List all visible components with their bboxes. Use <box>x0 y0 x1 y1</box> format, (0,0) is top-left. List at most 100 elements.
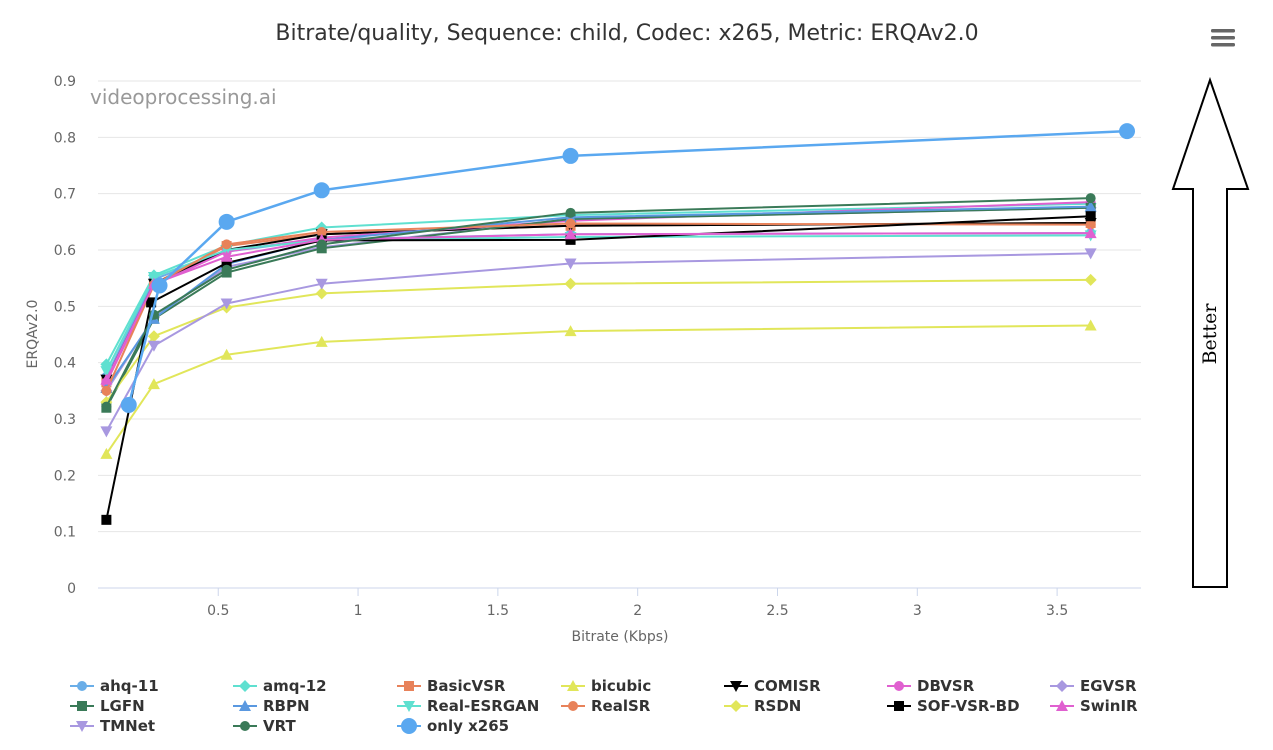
legend-item[interactable]: VRT <box>233 717 296 735</box>
x-tick-label: 1 <box>354 603 363 619</box>
data-point[interactable] <box>1085 219 1096 230</box>
series-line[interactable] <box>105 324 1091 455</box>
data-point[interactable] <box>221 239 232 250</box>
data-point[interactable] <box>316 226 327 237</box>
data-point[interactable] <box>564 277 577 290</box>
data-point[interactable] <box>564 325 577 337</box>
series-line[interactable] <box>127 129 1128 406</box>
data-point[interactable] <box>565 218 576 229</box>
legend-label: COMISR <box>754 677 821 695</box>
legend-marker <box>240 721 250 731</box>
legend-item[interactable]: SwinIR <box>1050 697 1138 715</box>
data-point[interactable] <box>100 373 113 385</box>
data-point[interactable] <box>562 147 579 164</box>
series-line[interactable] <box>105 215 1091 521</box>
legend-item[interactable]: LGFN <box>70 697 145 715</box>
legend-item[interactable]: bicubic <box>561 677 651 695</box>
data-point[interactable] <box>101 514 112 525</box>
data-point[interactable] <box>100 366 113 378</box>
data-point[interactable] <box>565 234 576 245</box>
legend-marker <box>730 700 742 712</box>
series-line[interactable] <box>105 232 1091 378</box>
legend-marker <box>76 721 88 732</box>
data-point[interactable] <box>151 277 168 294</box>
data-point[interactable] <box>313 182 330 199</box>
legend-item[interactable]: Real-ESRGAN <box>397 697 539 715</box>
data-point[interactable] <box>218 213 235 230</box>
data-point[interactable] <box>147 330 160 343</box>
legend-marker <box>239 700 251 711</box>
data-point[interactable] <box>315 287 328 300</box>
better-arrow: Better <box>1171 76 1250 588</box>
data-point[interactable] <box>220 250 233 262</box>
y-tick-label: 0.7 <box>54 187 76 203</box>
data-point[interactable] <box>1085 193 1096 204</box>
series-line[interactable] <box>105 232 1091 381</box>
legend-item[interactable]: RSDN <box>724 697 801 715</box>
series-line[interactable] <box>105 252 1091 432</box>
series-line[interactable] <box>105 201 1091 383</box>
y-axis-title: ERQAv2.0 <box>25 300 41 369</box>
y-tick-label: 0.1 <box>54 525 76 541</box>
x-tick-label: 2.5 <box>766 603 788 619</box>
series-line[interactable] <box>105 222 1091 392</box>
x-tick-label: 3 <box>913 603 922 619</box>
data-point[interactable] <box>1084 200 1097 212</box>
legend-label: only x265 <box>427 717 509 735</box>
legend-label: RSDN <box>754 697 801 715</box>
data-point[interactable] <box>101 401 112 412</box>
data-point[interactable] <box>315 278 328 290</box>
data-point[interactable] <box>146 297 157 308</box>
data-point[interactable] <box>1119 123 1136 140</box>
legend-item[interactable]: RealSR <box>561 697 651 715</box>
data-point[interactable] <box>120 396 137 413</box>
data-point[interactable] <box>1084 227 1097 239</box>
data-point[interactable] <box>1084 248 1097 260</box>
legend-item[interactable]: EGVSR <box>1050 677 1137 695</box>
grid-lines <box>98 80 1141 533</box>
data-point[interactable] <box>1084 319 1097 331</box>
legend-item[interactable]: SOF-VSR-BD <box>887 697 1020 715</box>
series-line[interactable] <box>105 202 1091 365</box>
legend-item[interactable]: DBVSR <box>887 677 975 695</box>
legend-item[interactable]: ahq-11 <box>70 677 159 695</box>
data-point[interactable] <box>221 264 232 275</box>
series-line[interactable] <box>105 278 1091 403</box>
chart-title: Bitrate/quality, Sequence: child, Codec:… <box>275 21 978 46</box>
data-point[interactable] <box>101 385 112 396</box>
series-rsdn <box>100 273 1097 409</box>
legend-marker <box>401 718 417 734</box>
legend-label: bicubic <box>591 677 651 695</box>
series-only-x265 <box>120 123 1136 413</box>
x-tick-label: 2 <box>633 603 642 619</box>
data-point[interactable] <box>565 207 576 218</box>
axes: 0 0.1 0.2 0.3 0.4 0.5 0.6 0.7 0.8 0.9 0.5 1 1.5 2 2.5 3… <box>54 74 1141 619</box>
data-point[interactable] <box>315 335 328 347</box>
data-point[interactable] <box>147 378 160 390</box>
data-point[interactable] <box>1084 273 1097 286</box>
legend-item[interactable]: BasicVSR <box>397 677 506 695</box>
hamburger-menu-icon[interactable] <box>1208 27 1238 51</box>
data-point[interactable] <box>316 239 327 250</box>
legend-item[interactable]: TMNet <box>70 717 155 735</box>
data-point[interactable] <box>1085 211 1096 222</box>
series-line[interactable] <box>105 197 1091 408</box>
data-point[interactable] <box>564 228 577 240</box>
data-point[interactable] <box>147 340 160 352</box>
data-point[interactable] <box>220 348 233 360</box>
legend-item[interactable]: amq-12 <box>233 677 327 695</box>
legend: ahq-11 amq-12 BasicVSR bicubic COMISR DBVSR EG… <box>70 677 1138 735</box>
legend-marker <box>1056 700 1068 711</box>
data-point[interactable] <box>221 257 232 268</box>
legend-item[interactable]: only x265 <box>397 717 509 735</box>
legend-item[interactable]: RBPN <box>233 697 310 715</box>
data-point[interactable] <box>100 447 113 459</box>
series-basicvsr <box>101 217 1096 388</box>
data-point[interactable] <box>147 272 160 284</box>
x-tick-label: 0.5 <box>207 603 229 619</box>
legend-item[interactable]: COMISR <box>724 677 821 695</box>
data-point[interactable] <box>220 298 233 310</box>
data-point[interactable] <box>564 258 577 270</box>
data-point[interactable] <box>100 426 113 438</box>
